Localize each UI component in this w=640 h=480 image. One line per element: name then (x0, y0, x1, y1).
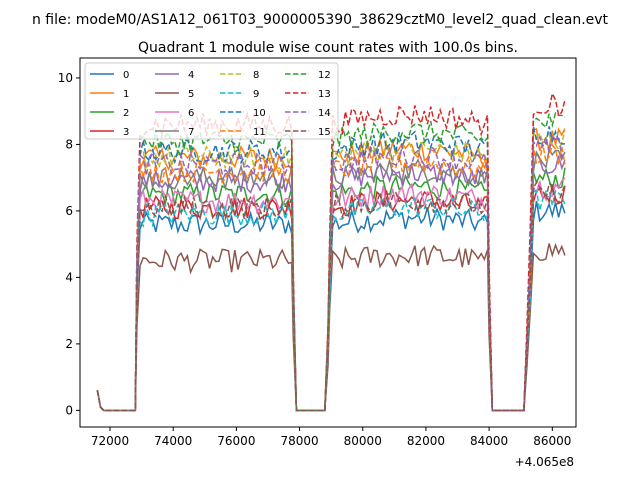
series-line-5 (96, 242, 566, 412)
y-axis: 0 2 4 6 8 10 (58, 71, 80, 417)
legend-label-11: 11 (253, 127, 266, 138)
y-tick-label: 10 (58, 71, 73, 85)
legend-label-1: 1 (123, 89, 129, 100)
legend-label-13: 13 (318, 89, 331, 100)
legend-label-3: 3 (123, 127, 129, 138)
legend-label-15: 15 (318, 127, 331, 138)
legend-label-4: 4 (188, 70, 194, 81)
series-line-15 (96, 180, 566, 412)
y-tick-label: 0 (65, 403, 73, 417)
legend-label-12: 12 (318, 70, 331, 81)
legend-label-2: 2 (123, 108, 129, 119)
legend-box (84, 62, 339, 140)
y-tick-label: 8 (65, 137, 73, 151)
legend-label-10: 10 (253, 108, 266, 119)
legend-label-6: 6 (188, 108, 194, 119)
chart-title: Quadrant 1 module wise count rates with … (138, 40, 518, 56)
x-tick-label: 86000 (533, 434, 571, 448)
plot-lines (96, 91, 566, 412)
y-tick-label: 4 (65, 270, 73, 284)
legend-label-0: 0 (123, 70, 129, 81)
x-tick-label: 72000 (91, 434, 129, 448)
legend-label-7: 7 (188, 127, 194, 138)
y-tick-label: 6 (65, 204, 73, 218)
legend-label-9: 9 (253, 89, 259, 100)
plot-frame (79, 57, 577, 428)
legend-label-14: 14 (318, 108, 331, 119)
x-tick-label: 82000 (407, 434, 445, 448)
x-offset-label: +4.065e8 (515, 455, 574, 469)
x-tick-label: 76000 (217, 434, 255, 448)
y-tick-label: 2 (65, 337, 73, 351)
x-tick-label: 84000 (470, 434, 508, 448)
legend-label-8: 8 (253, 70, 259, 81)
x-tick-label: 74000 (154, 434, 192, 448)
x-tick-label: 78000 (280, 434, 318, 448)
x-axis: 72000 74000 76000 78000 80000 82000 84000 86000 (91, 427, 571, 448)
figure-suptitle: n file: modeM0/AS1A12_061T03_9000005390_… (32, 12, 609, 28)
legend-label-5: 5 (188, 89, 194, 100)
x-tick-label: 80000 (344, 434, 382, 448)
